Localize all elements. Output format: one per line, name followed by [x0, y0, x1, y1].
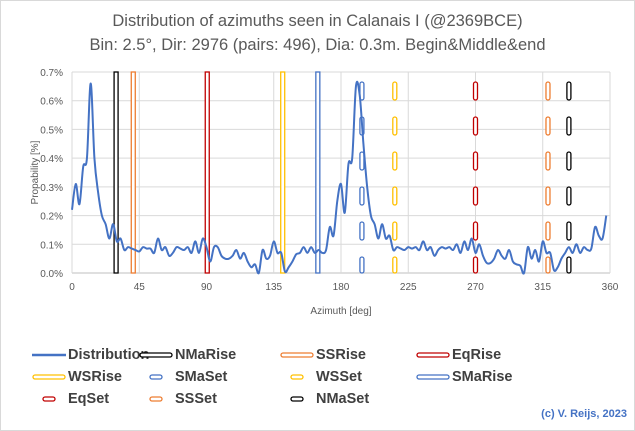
marker-dash: [545, 256, 551, 274]
legend-swatch: [290, 374, 304, 380]
legend-label: SSSet: [175, 391, 217, 407]
marker-dash: [545, 186, 551, 206]
credit: (c) V. Reijs, 2023: [541, 408, 627, 420]
x-tick-label: 315: [534, 282, 551, 293]
legend-swatch: [416, 352, 450, 358]
marker-dash: [566, 116, 572, 136]
x-tick-label: 45: [134, 282, 146, 293]
marker-smarise: [315, 71, 321, 274]
marker-ssset: [545, 81, 551, 274]
marker-dash: [392, 256, 398, 274]
marker-dash: [359, 256, 365, 274]
x-tick-label: 180: [333, 282, 350, 293]
marker-dash: [472, 151, 479, 171]
marker-eqrise: [204, 71, 210, 274]
y-axis-label: Propability [%]: [30, 140, 41, 204]
marker-dash: [359, 221, 365, 241]
y-tick-label: 0.1%: [40, 240, 63, 251]
marker-dash: [545, 221, 551, 241]
legend-label: NMaRise: [175, 347, 237, 363]
y-tick-label: 0.6%: [40, 97, 63, 108]
marker-dash: [545, 151, 551, 171]
marker-dash: [472, 81, 479, 101]
legend-item-eqrise: EqRise: [400, 345, 501, 365]
marker-dash: [392, 221, 398, 241]
marker-nmaset: [566, 81, 572, 274]
marker-dash: [359, 186, 365, 206]
legend-swatch: [139, 352, 173, 358]
marker-dash: [472, 221, 479, 241]
x-tick-label: 135: [265, 282, 282, 293]
x-tick-label: 0: [69, 282, 75, 293]
legend-item-eqset: EqSet: [16, 389, 109, 409]
marker-dash: [545, 81, 551, 101]
x-tick-label: 225: [400, 282, 417, 293]
x-axis-label: Azimuth [deg]: [310, 306, 371, 317]
legend-swatch: [32, 353, 66, 357]
marker-eqset: [472, 81, 479, 274]
legend-label: SMaRise: [452, 369, 513, 385]
marker-dash: [566, 221, 572, 241]
x-tick-label: 360: [602, 282, 619, 293]
legend-label: NMaSet: [316, 391, 370, 407]
x-tick-label: 90: [201, 282, 213, 293]
legend-swatch: [290, 396, 304, 402]
y-tick-label: 0.3%: [40, 183, 63, 194]
chart-title: Distribution of azimuths seen in Calanai…: [112, 12, 523, 30]
y-tick-label: 0.0%: [40, 269, 63, 280]
marker-line: [315, 71, 321, 274]
legend-label: Distribution: [68, 347, 150, 363]
y-tick-label: 0.5%: [40, 125, 63, 136]
legend-swatch: [149, 374, 163, 380]
marker-dash: [392, 116, 398, 136]
marker-wsrise: [280, 71, 286, 274]
marker-dash: [392, 81, 398, 101]
legend-swatch: [416, 374, 450, 380]
marker-dash: [566, 151, 572, 171]
legend-label: EqSet: [68, 391, 110, 407]
marker-line: [204, 71, 210, 274]
marker-line: [280, 71, 286, 274]
marker-dash: [472, 186, 479, 206]
legend-item-ssset: SSSet: [123, 389, 217, 409]
legend-item-distribution: Distribution: [16, 345, 149, 365]
marker-line: [113, 71, 119, 274]
marker-line: [130, 71, 136, 274]
legend-label: WSRise: [68, 369, 122, 385]
marker-dash: [392, 151, 398, 171]
legend-item-nmarise: NMaRise: [123, 345, 236, 365]
legend-label: WSSet: [316, 369, 362, 385]
legend-swatch: [280, 352, 314, 358]
marker-dash: [566, 186, 572, 206]
legend-item-smaset: SMaSet: [123, 367, 227, 387]
legend-label: SSRise: [316, 347, 366, 363]
marker-dash: [472, 116, 479, 136]
y-tick-label: 0.2%: [40, 212, 63, 223]
marker-dash: [566, 256, 572, 274]
y-tick-label: 0.4%: [40, 154, 63, 165]
distribution-line: [71, 80, 608, 275]
legend-label: SMaSet: [175, 369, 228, 385]
chart-subtitle: Bin: 2.5°, Dir: 2976 (pairs: 496), Dia: …: [89, 36, 546, 54]
marker-dash: [566, 81, 572, 101]
marker-dash: [392, 186, 398, 206]
y-tick-label: 0.7%: [40, 68, 63, 79]
legend-swatch: [149, 396, 163, 402]
legend-label: EqRise: [452, 347, 502, 363]
legend-item-nmaset: NMaSet: [264, 389, 369, 409]
legend-item-wsset: WSSet: [264, 367, 362, 387]
marker-dash: [545, 116, 551, 136]
legend-item-smarise: SMaRise: [400, 367, 512, 387]
marker-nmarise: [113, 71, 119, 274]
marker-dash: [472, 256, 479, 274]
legend-swatch: [42, 396, 56, 402]
legend-item-wsrise: WSRise: [16, 367, 122, 387]
marker-wsset: [392, 81, 398, 274]
legend-item-ssrise: SSRise: [264, 345, 366, 365]
x-tick-label: 270: [467, 282, 484, 293]
marker-ssrise: [130, 71, 136, 274]
legend-swatch: [32, 374, 66, 380]
